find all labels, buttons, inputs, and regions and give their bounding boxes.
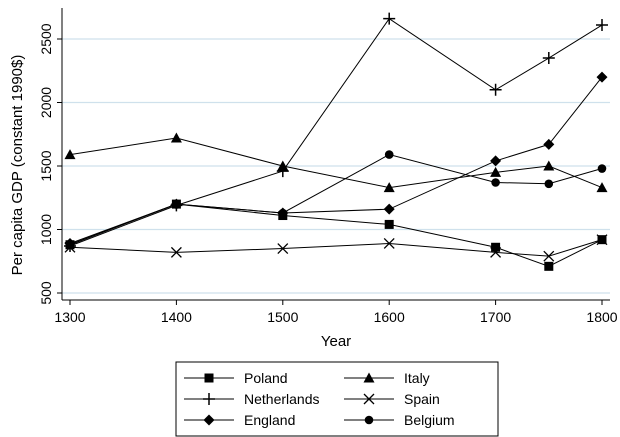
- legend-marker-netherlands: [203, 393, 215, 405]
- gridlines: [62, 38, 610, 294]
- x-tick-label-1300: 1300: [54, 309, 85, 325]
- point-belgium-1500: [278, 208, 288, 218]
- legend-label-spain: Spain: [404, 391, 440, 407]
- x-tick-label-1600: 1600: [374, 309, 405, 325]
- legend-marker-england: [203, 414, 215, 426]
- y-tick-label-1500: 1500: [38, 150, 54, 181]
- point-spain-1700: [490, 246, 502, 258]
- x-tick-label-1500: 1500: [267, 309, 298, 325]
- point-netherlands-1750: [542, 52, 555, 65]
- series-line-netherlands: [69, 17, 603, 247]
- legend-item-netherlands: Netherlands: [184, 391, 320, 407]
- point-netherlands-1700: [489, 83, 502, 96]
- legend-marker-poland: [204, 373, 214, 383]
- y-tick-label-1000: 1000: [38, 214, 54, 245]
- legend-item-england: England: [184, 412, 295, 428]
- point-england-1600: [383, 203, 395, 215]
- point-belgium-1600: [384, 150, 394, 159]
- point-spain-1800: [596, 234, 608, 246]
- y-tick-label-2000: 2000: [38, 87, 54, 118]
- x-tick-label-1800: 1800: [586, 309, 617, 325]
- series-england: [64, 71, 608, 249]
- point-italy-1400: [170, 132, 182, 143]
- point-spain-1750: [543, 250, 555, 262]
- axes: [61, 8, 610, 301]
- point-italy-1750: [543, 160, 555, 171]
- series-spain: [64, 234, 608, 262]
- point-netherlands-1800: [596, 19, 608, 32]
- point-spain-1600: [383, 238, 395, 249]
- y-axis-ticks: 500 1000 1500 2000 2500: [38, 23, 62, 305]
- point-england-1700: [490, 155, 502, 167]
- series-line-italy: [69, 137, 603, 189]
- legend-marker-spain: [363, 393, 375, 405]
- point-belgium-1800: [597, 164, 607, 173]
- series-lines: [64, 12, 608, 271]
- point-italy-1800: [596, 182, 608, 193]
- point-england-1800: [596, 71, 608, 83]
- x-axis-ticks: 1300 1400 1500 1600 1700 1800: [54, 300, 618, 325]
- point-belgium-1700: [491, 178, 500, 187]
- point-spain-1400: [170, 246, 182, 258]
- legend-item-poland: Poland: [184, 370, 288, 386]
- legend-label-england: England: [244, 412, 295, 428]
- point-belgium-1400: [172, 199, 181, 209]
- series-poland: [65, 199, 607, 271]
- point-netherlands-1500: [276, 165, 289, 178]
- legend-item-belgium: Belgium: [344, 412, 455, 428]
- legend-item-spain: Spain: [344, 391, 440, 407]
- legend: Poland Italy Netherlands Spain England Belgiu…: [175, 361, 499, 437]
- point-poland-1700: [491, 242, 501, 252]
- y-tick-label-500: 500: [38, 281, 54, 305]
- point-netherlands-1600: [383, 12, 396, 25]
- series-belgium: [65, 150, 607, 250]
- legend-label-netherlands: Netherlands: [244, 391, 320, 407]
- series-line-belgium: [69, 154, 603, 246]
- legend-marker-belgium: [364, 415, 374, 425]
- point-poland-1750: [544, 261, 554, 271]
- x-tick-label-1400: 1400: [161, 309, 192, 325]
- point-spain-1500: [277, 243, 289, 255]
- point-belgium-1750: [544, 179, 554, 189]
- series-line-spain: [69, 239, 603, 257]
- x-axis-label: Year: [321, 333, 351, 350]
- x-tick-label-1700: 1700: [480, 309, 511, 325]
- y-tick-label-2500: 2500: [38, 23, 54, 54]
- y-axis-label: Per capita GDP (constant 1990$): [9, 55, 26, 276]
- point-poland-1600: [384, 219, 394, 229]
- legend-marker-italy: [363, 372, 375, 383]
- legend-label-belgium: Belgium: [404, 412, 455, 428]
- point-italy-1300: [64, 149, 76, 160]
- legend-label-italy: Italy: [404, 370, 430, 386]
- series-italy: [64, 132, 608, 193]
- point-italy-1600: [383, 182, 395, 193]
- legend-item-italy: Italy: [344, 370, 430, 386]
- point-belgium-1300: [65, 240, 75, 250]
- point-italy-1700: [490, 166, 502, 177]
- point-england-1750: [543, 138, 555, 150]
- legend-label-poland: Poland: [244, 370, 288, 386]
